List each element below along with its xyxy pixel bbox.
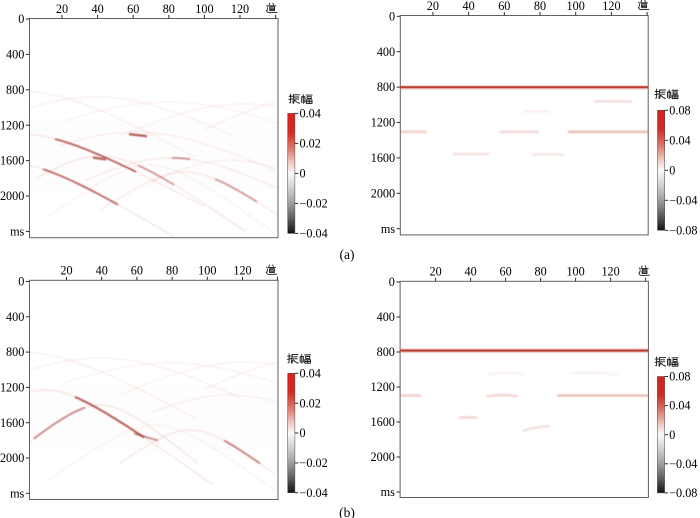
svg-text:0.04: 0.04 — [669, 399, 690, 413]
svg-text:1600: 1600 — [371, 415, 395, 429]
svg-text:1600: 1600 — [0, 416, 24, 430]
svg-text:0: 0 — [18, 275, 24, 289]
svg-text:80: 80 — [535, 265, 547, 279]
svg-text:60: 60 — [131, 264, 143, 278]
svg-text:1600: 1600 — [0, 154, 24, 168]
svg-text:1200: 1200 — [371, 116, 395, 130]
svg-text:40: 40 — [463, 0, 475, 13]
svg-text:40: 40 — [96, 264, 108, 278]
svg-text:0: 0 — [300, 426, 306, 440]
svg-text:20: 20 — [56, 2, 68, 16]
svg-text:400: 400 — [377, 45, 395, 59]
svg-text:60: 60 — [500, 265, 512, 279]
svg-text:120: 120 — [602, 0, 620, 13]
svg-text:1200: 1200 — [0, 118, 24, 132]
svg-text:−0.02: −0.02 — [300, 456, 328, 470]
svg-text:0.08: 0.08 — [669, 370, 690, 384]
svg-text:0: 0 — [300, 167, 306, 181]
svg-text:2000: 2000 — [0, 451, 24, 465]
svg-text:60: 60 — [498, 0, 510, 13]
svg-text:ms: ms — [381, 222, 395, 236]
svg-text:800: 800 — [6, 345, 24, 359]
svg-text:−0.08: −0.08 — [669, 486, 697, 500]
svg-text:80: 80 — [163, 2, 175, 16]
svg-text:−0.02: −0.02 — [300, 197, 328, 211]
svg-text:400: 400 — [6, 48, 24, 62]
svg-text:−0.04: −0.04 — [669, 193, 697, 207]
svg-text:800: 800 — [6, 83, 24, 97]
svg-text:−0.08: −0.08 — [669, 223, 697, 237]
svg-text:120: 120 — [233, 264, 251, 278]
svg-text:100: 100 — [198, 264, 216, 278]
svg-text:(b): (b) — [339, 505, 355, 518]
svg-text:0: 0 — [389, 275, 395, 289]
svg-text:20: 20 — [427, 0, 439, 13]
svg-text:1200: 1200 — [0, 381, 24, 395]
svg-text:ms: ms — [10, 486, 24, 500]
svg-text:20: 20 — [430, 265, 442, 279]
svg-text:40: 40 — [465, 265, 477, 279]
svg-text:20: 20 — [60, 264, 72, 278]
svg-text:0.04: 0.04 — [300, 366, 321, 380]
svg-text:−0.04: −0.04 — [300, 227, 328, 241]
svg-text:0: 0 — [389, 9, 395, 23]
svg-text:800: 800 — [377, 345, 395, 359]
svg-text:400: 400 — [377, 310, 395, 324]
svg-text:0.04: 0.04 — [669, 133, 690, 147]
svg-text:1200: 1200 — [371, 380, 395, 394]
svg-text:60: 60 — [127, 2, 139, 16]
svg-text:100: 100 — [195, 2, 213, 16]
svg-text:2000: 2000 — [0, 189, 24, 203]
svg-text:0: 0 — [18, 12, 24, 26]
svg-text:800: 800 — [377, 80, 395, 94]
svg-text:ms: ms — [381, 485, 395, 499]
svg-text:(a): (a) — [340, 247, 355, 262]
svg-text:80: 80 — [534, 0, 546, 13]
svg-text:−0.04: −0.04 — [300, 486, 328, 500]
svg-text:400: 400 — [6, 310, 24, 324]
svg-text:0: 0 — [669, 163, 675, 177]
svg-text:ms: ms — [10, 225, 24, 239]
svg-text:100: 100 — [566, 265, 584, 279]
svg-text:1600: 1600 — [371, 151, 395, 165]
svg-text:40: 40 — [92, 2, 104, 16]
svg-text:0: 0 — [669, 428, 675, 442]
svg-text:120: 120 — [231, 2, 249, 16]
svg-text:0.08: 0.08 — [669, 103, 690, 117]
svg-text:0.04: 0.04 — [300, 107, 321, 121]
svg-text:100: 100 — [567, 0, 585, 13]
svg-text:80: 80 — [166, 264, 178, 278]
svg-text:2000: 2000 — [371, 450, 395, 464]
svg-text:−0.04: −0.04 — [669, 457, 697, 471]
svg-text:0.02: 0.02 — [300, 396, 321, 410]
svg-text:0.02: 0.02 — [300, 137, 321, 151]
svg-text:2000: 2000 — [371, 186, 395, 200]
svg-text:120: 120 — [601, 265, 619, 279]
